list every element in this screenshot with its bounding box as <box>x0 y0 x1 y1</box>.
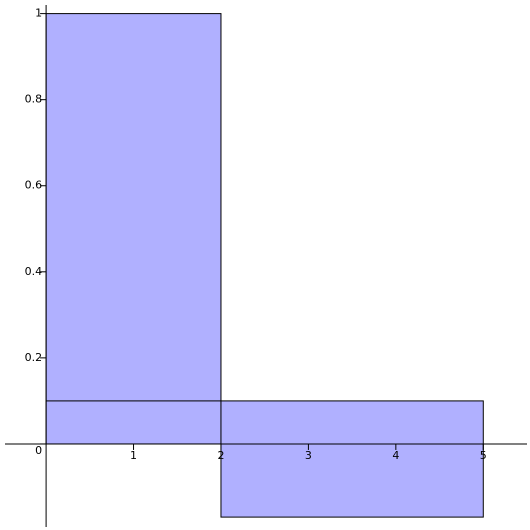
rectangle <box>220 400 484 518</box>
y-tick-label: 1 <box>35 7 42 20</box>
y-tick-label: 0.6 <box>25 179 43 192</box>
x-tick-label: 3 <box>305 449 312 462</box>
x-tick-label: 5 <box>480 449 487 462</box>
x-tick-label: 2 <box>217 449 224 462</box>
x-tick-label: 4 <box>392 449 399 462</box>
rectangle <box>45 400 222 445</box>
y-tick-label: 0.4 <box>25 265 43 278</box>
y-tick-label: 0.2 <box>25 351 43 364</box>
x-tick-label: 1 <box>130 449 137 462</box>
y-tick-label: 0 <box>35 444 42 457</box>
y-tick-label: 0.8 <box>25 93 43 106</box>
rectangle <box>45 13 222 445</box>
